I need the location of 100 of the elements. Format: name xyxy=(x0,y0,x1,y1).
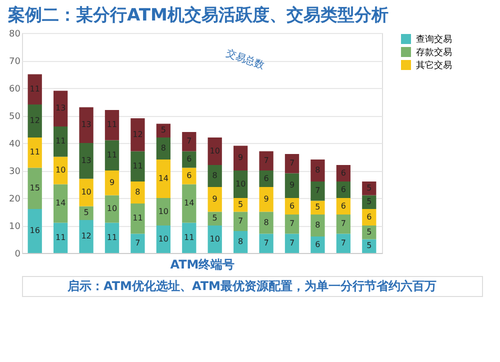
data-label: 7 xyxy=(289,219,295,228)
data-label: 14 xyxy=(158,174,169,183)
y-tick-label: 20 xyxy=(9,194,21,204)
data-label: 9 xyxy=(264,194,269,204)
bar xyxy=(79,178,94,206)
data-label: 8 xyxy=(212,171,218,180)
data-label: 11 xyxy=(106,120,118,130)
bar xyxy=(156,198,170,226)
bar xyxy=(259,170,274,187)
data-label: 6 xyxy=(340,184,346,194)
data-label: 5 xyxy=(315,202,320,212)
bar xyxy=(130,234,145,253)
bar xyxy=(362,226,376,240)
data-label: 8 xyxy=(135,188,140,196)
data-label: 7 xyxy=(340,219,346,228)
data-label: 6 xyxy=(340,201,346,210)
data-label: 8 xyxy=(315,220,320,230)
data-label: 8 xyxy=(238,237,244,246)
bar xyxy=(310,182,325,201)
bar xyxy=(310,200,325,214)
bar xyxy=(310,236,325,253)
data-label: 11 xyxy=(106,150,118,160)
data-label: 7 xyxy=(340,238,346,248)
data-label: 10 xyxy=(210,146,220,156)
data-label: 10 xyxy=(235,179,246,188)
data-label: 9 xyxy=(289,180,295,190)
data-label: 6 xyxy=(366,212,372,222)
bar xyxy=(284,173,300,198)
data-label: 10 xyxy=(210,234,220,244)
bar xyxy=(284,198,300,214)
bar xyxy=(156,226,170,253)
bar xyxy=(54,156,68,184)
bar xyxy=(54,90,68,126)
bar xyxy=(28,138,42,168)
bar xyxy=(104,170,120,196)
y-tick-label: 80 xyxy=(9,30,21,40)
bar xyxy=(259,234,274,253)
text: 启示：ATM优化选址、ATM最优资源配置，为单一分行节省约六百万 xyxy=(66,279,436,293)
data-label: 9 xyxy=(238,153,244,162)
bar xyxy=(79,220,94,253)
data-label: 7 xyxy=(315,186,320,196)
bar xyxy=(79,143,94,179)
bar xyxy=(104,140,120,170)
bar xyxy=(104,222,120,253)
data-label: 10 xyxy=(158,234,169,244)
data-label: 7 xyxy=(135,238,140,248)
bar xyxy=(336,234,350,253)
y-tick-label: 50 xyxy=(9,112,21,122)
data-label: 5 xyxy=(366,241,372,250)
data-label: 14 xyxy=(184,198,194,208)
bar xyxy=(362,182,376,196)
data-label: 6 xyxy=(289,201,295,210)
bar xyxy=(54,222,68,253)
bar xyxy=(208,138,222,165)
data-label: 16 xyxy=(30,226,40,235)
data-label: 7 xyxy=(186,136,192,146)
data-label: 11 xyxy=(106,232,118,242)
y-tick-label: 0 xyxy=(14,250,21,260)
bar xyxy=(259,212,274,234)
bar xyxy=(79,107,94,143)
data-label: 8 xyxy=(160,144,166,152)
data-label: 13 xyxy=(81,120,92,130)
bar xyxy=(234,212,248,231)
bar xyxy=(130,182,145,204)
bar xyxy=(336,182,350,198)
y-tick-label: 10 xyxy=(9,222,21,232)
data-label: 13 xyxy=(81,156,92,165)
data-label: 6 xyxy=(186,154,192,164)
data-label: 10 xyxy=(55,166,66,174)
bar xyxy=(208,187,222,212)
bar xyxy=(182,168,196,184)
data-label: 7 xyxy=(289,238,295,248)
data-label: 5 xyxy=(366,227,372,236)
bar xyxy=(28,74,42,104)
bar xyxy=(336,165,350,182)
y-tick-label: 30 xyxy=(9,167,21,177)
bar xyxy=(234,198,248,212)
bar xyxy=(234,146,248,170)
bar xyxy=(28,104,42,138)
bar xyxy=(130,118,145,152)
legend-label: 查询交易 xyxy=(416,34,452,45)
bar xyxy=(208,226,222,253)
bar xyxy=(208,165,222,187)
data-label: 14 xyxy=(55,198,66,208)
bar xyxy=(234,170,248,198)
bar xyxy=(156,160,170,198)
legend-label: 其它交易 xyxy=(416,60,452,71)
data-label: 13 xyxy=(55,104,66,113)
bar xyxy=(259,151,274,170)
y-tick-label: 40 xyxy=(9,140,21,150)
data-label: 6 xyxy=(340,168,346,178)
bar xyxy=(130,204,145,234)
bar xyxy=(310,160,325,182)
data-label: 15 xyxy=(30,183,40,192)
data-label: 6 xyxy=(315,240,320,249)
data-label: 9 xyxy=(109,178,115,187)
data-label: 8 xyxy=(264,218,269,227)
data-label: 12 xyxy=(81,232,92,240)
bar xyxy=(104,195,120,223)
data-label: 6 xyxy=(186,171,192,180)
